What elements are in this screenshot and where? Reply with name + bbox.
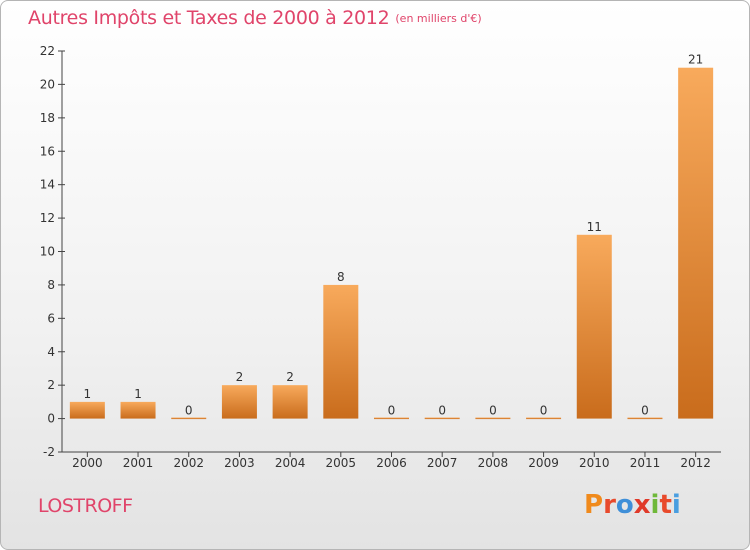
x-tick-label: 2012	[680, 456, 711, 470]
x-tick-label: 2007	[427, 456, 458, 470]
x-tick-label: 2002	[173, 456, 204, 470]
chart-title-text: Autres Impôts et Taxes de 2000 à 2012	[28, 7, 390, 29]
y-tick-label: 12	[40, 211, 55, 225]
bar	[272, 385, 308, 419]
y-tick-label: 2	[47, 378, 55, 392]
logo-letter: r	[603, 490, 616, 520]
y-tick-label: 6	[47, 311, 55, 325]
logo-letter: x	[633, 490, 651, 520]
y-tick-label: -2	[43, 445, 55, 459]
y-tick-label: 16	[40, 144, 55, 158]
y-tick-label: 8	[47, 278, 55, 292]
logo-letter: t	[659, 490, 672, 520]
y-tick-label: 20	[40, 77, 55, 91]
data-label: 2	[286, 370, 294, 384]
y-tick-label: 18	[40, 111, 55, 125]
x-tick-label: 2000	[72, 456, 103, 470]
logo-letter: o	[615, 490, 634, 520]
x-tick-label: 2010	[579, 456, 610, 470]
chart-title: Autres Impôts et Taxes de 2000 à 2012 (en…	[28, 7, 482, 29]
proxiti-logo: Proxiti	[584, 490, 681, 520]
bar	[69, 401, 105, 419]
data-label: 11	[587, 220, 602, 234]
bar	[221, 385, 257, 419]
bar	[627, 417, 663, 420]
data-label: 0	[641, 404, 649, 418]
bar	[120, 401, 156, 419]
data-label: 0	[185, 404, 193, 418]
data-label: 21	[688, 53, 703, 67]
bar	[475, 417, 511, 420]
x-tick-label: 2005	[326, 456, 357, 470]
y-tick-label: 14	[40, 178, 55, 192]
data-label: 0	[438, 404, 446, 418]
bar	[526, 417, 562, 420]
logo-letter: P	[584, 490, 604, 520]
data-label: 8	[337, 270, 345, 284]
chart-title-unit: (en milliers d'€)	[395, 12, 482, 25]
commune-name: LOSTROFF	[38, 495, 133, 517]
bar	[424, 417, 460, 420]
x-tick-label: 2003	[224, 456, 255, 470]
x-tick-label: 2011	[630, 456, 661, 470]
logo-letter: i	[650, 490, 660, 520]
data-label: 0	[489, 404, 497, 418]
bar	[374, 417, 409, 420]
x-tick-label: 2001	[123, 456, 154, 470]
x-tick-label: 2006	[376, 456, 407, 470]
data-label: 1	[84, 387, 92, 401]
y-tick-label: 22	[40, 44, 55, 58]
bar	[576, 234, 612, 419]
y-tick-label: 0	[47, 412, 55, 426]
logo-letter: i	[671, 490, 681, 520]
y-tick-label: 4	[47, 345, 55, 359]
data-label: 0	[388, 404, 396, 418]
x-tick-label: 2008	[478, 456, 509, 470]
bar	[171, 417, 207, 420]
data-label: 1	[134, 387, 142, 401]
data-label: 2	[236, 370, 244, 384]
data-label: 0	[540, 404, 548, 418]
bar	[678, 67, 714, 419]
bar	[323, 284, 359, 419]
x-tick-label: 2009	[528, 456, 559, 470]
y-tick-label: 10	[40, 245, 55, 259]
x-tick-label: 2004	[275, 456, 306, 470]
